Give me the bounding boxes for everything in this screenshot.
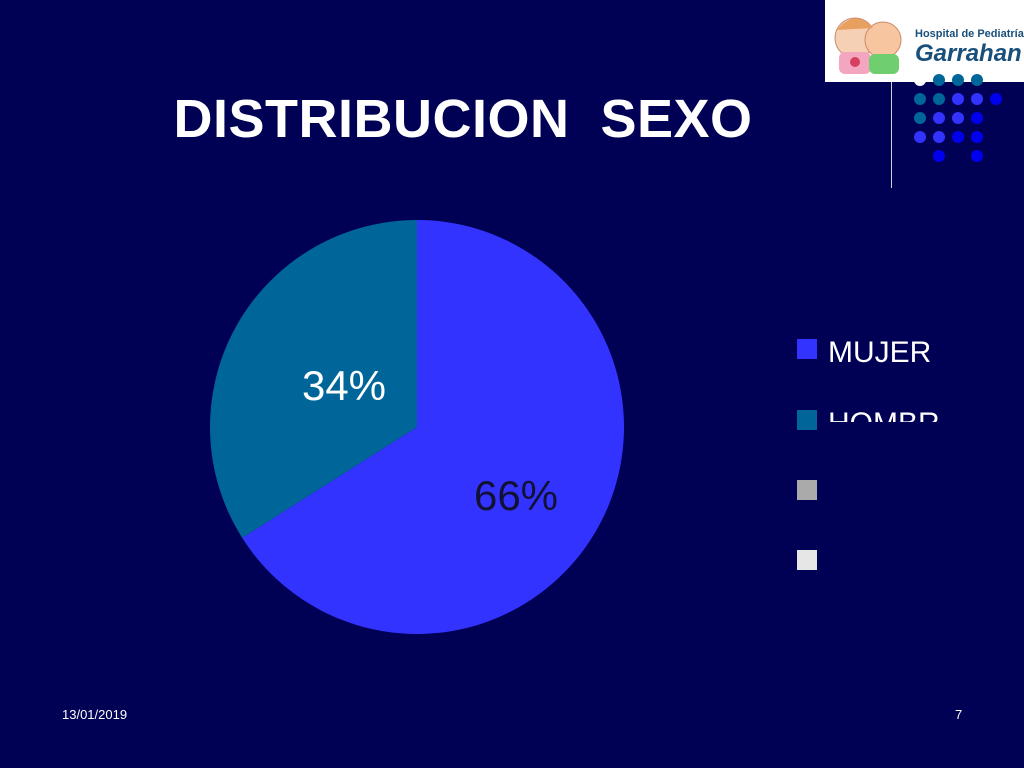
decorative-dot: [971, 93, 983, 105]
decorative-dots: [914, 74, 1002, 162]
legend-clip-mask: [826, 422, 966, 452]
page-number: 7: [955, 707, 963, 722]
decorative-dot: [914, 112, 926, 124]
decorative-dot: [952, 131, 964, 143]
decorative-dot: [952, 112, 964, 124]
decorative-dot: [971, 112, 983, 124]
decorative-dot: [914, 131, 926, 143]
decorative-dot: [990, 93, 1002, 105]
footer-date: 13/01/2019: [62, 707, 128, 722]
decorative-dot: [933, 150, 945, 162]
legend-swatch: [797, 550, 817, 570]
decorative-dot: [933, 93, 945, 105]
decorative-dot: [971, 150, 983, 162]
decorative-dot: [933, 131, 945, 143]
legend-swatch: [797, 339, 817, 359]
decorative-dot: [914, 74, 926, 86]
logo-text-line1: Hospital de Pediatría: [915, 28, 1024, 40]
pie-data-label: 34%: [302, 362, 386, 409]
decorative-dot: [952, 74, 964, 86]
decorative-dot: [914, 93, 926, 105]
decorative-dot: [971, 131, 983, 143]
decorative-dot: [933, 74, 945, 86]
slide-title: DISTRIBUCION SEXO: [173, 89, 753, 149]
decorative-dot: [933, 112, 945, 124]
pie-data-label: 66%: [474, 472, 558, 519]
hospital-logo: Hospital de Pediatría Garrahan: [825, 0, 1024, 82]
children-logo-icon: [834, 17, 902, 74]
legend-label: MUJER: [828, 336, 931, 369]
legend-swatch: [797, 410, 817, 430]
pie-slice-mujer: [242, 220, 625, 635]
decorative-dot: [952, 93, 964, 105]
logo-text-line2: Garrahan: [915, 40, 1022, 67]
decorative-divider: [891, 82, 892, 188]
decorative-dot: [971, 74, 983, 86]
pie-slice-hombr: [210, 220, 417, 538]
legend-swatch: [797, 480, 817, 500]
